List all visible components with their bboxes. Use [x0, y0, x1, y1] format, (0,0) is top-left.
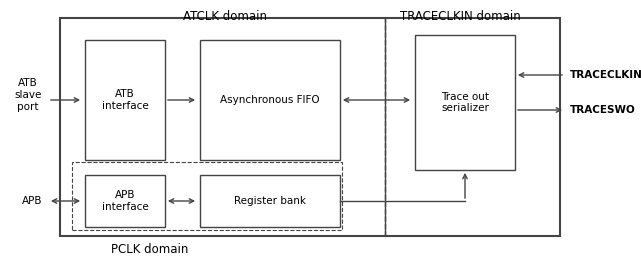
Bar — [415, 35, 515, 170]
Text: ATB
slave
port: ATB slave port — [14, 78, 42, 112]
Text: APB: APB — [22, 196, 42, 206]
Text: ATB
interface: ATB interface — [102, 89, 148, 111]
Text: Asynchronous FIFO: Asynchronous FIFO — [221, 95, 320, 105]
Text: Trace out
serializer: Trace out serializer — [441, 92, 489, 113]
Bar — [85, 175, 165, 227]
Bar — [200, 175, 340, 227]
Text: Register bank: Register bank — [234, 196, 306, 206]
Text: PCLK domain: PCLK domain — [112, 243, 188, 256]
Text: TRACESWO: TRACESWO — [570, 105, 636, 115]
Bar — [72, 162, 342, 230]
Text: TRACECLKIN: TRACECLKIN — [570, 70, 641, 80]
Bar — [60, 18, 560, 236]
Text: TRACECLKIN domain: TRACECLKIN domain — [399, 10, 520, 23]
Bar — [200, 40, 340, 160]
Text: APB
interface: APB interface — [102, 190, 148, 212]
Text: ATCLK domain: ATCLK domain — [183, 10, 267, 23]
Bar — [85, 40, 165, 160]
